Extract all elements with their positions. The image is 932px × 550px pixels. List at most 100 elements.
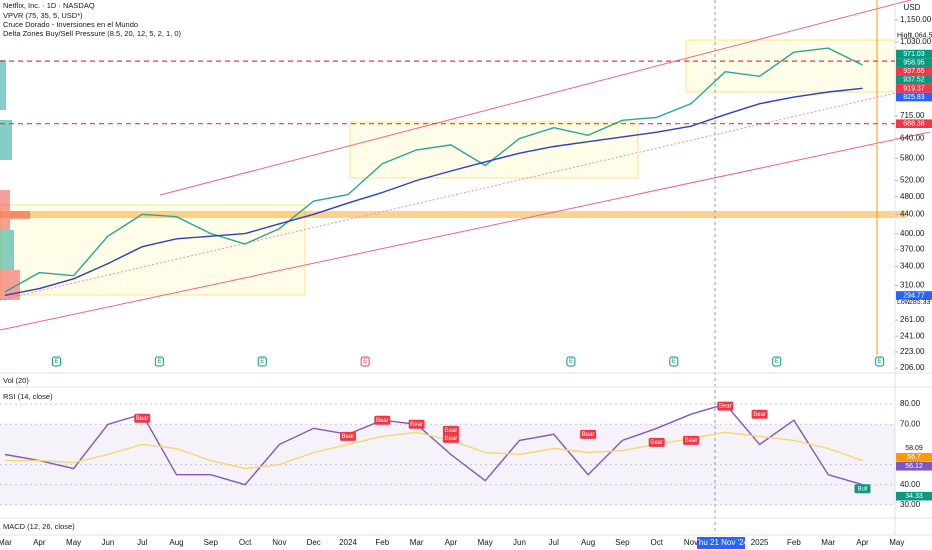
crosshair-date-bg: [697, 537, 745, 549]
divergence-label: Bear: [342, 434, 355, 440]
price-tag-label: 294.77: [903, 292, 925, 299]
low-value: 285.33: [909, 299, 931, 306]
earnings-label: E: [775, 359, 779, 365]
y-tick-label: 30.00: [900, 500, 921, 509]
divergence-tag: [408, 419, 425, 429]
earnings-marker: [669, 356, 679, 367]
y-tick-label: 1,150.00: [900, 15, 932, 24]
panel-label: RSI (14, close): [3, 392, 53, 401]
earnings-label: E: [260, 359, 264, 365]
price-tag-label: 825.83: [903, 94, 925, 101]
price-tag-label: 937.65: [903, 68, 925, 75]
x-tick-label: Mar: [0, 538, 12, 547]
earnings-label: E: [878, 359, 882, 365]
x-tick-label: Oct: [239, 538, 252, 547]
divergence-label: Bear: [685, 438, 698, 444]
y-tick-label: 241.00: [900, 331, 925, 340]
indicator-label: VPVR (75, 35, 5, USD*): [3, 11, 83, 20]
x-tick-label: Nov: [684, 538, 698, 547]
y-tick-label: 400.00: [900, 229, 925, 238]
divergence-tag: [683, 435, 699, 445]
x-tick-label: Dec: [307, 538, 321, 547]
divergence-label: Bear: [650, 440, 663, 446]
earnings-marker: [566, 356, 576, 367]
divergence-tag: [340, 431, 356, 441]
earnings-label: E: [363, 359, 367, 365]
divergence-label: Bear: [136, 416, 149, 422]
x-tick-label: Jun: [101, 538, 114, 547]
price-tag: [896, 291, 932, 300]
rsi-tag-label: 56.12: [905, 463, 923, 470]
rsi-tag: [896, 443, 932, 453]
y-tick-label: 206.00: [900, 363, 925, 372]
channel-line: [159, 0, 913, 196]
y-tick-label: 580.00: [900, 154, 925, 163]
y-tick-label: 80.00: [900, 399, 921, 408]
divergence-tag: [580, 429, 597, 439]
x-tick-label: 2025: [751, 538, 769, 547]
indicator-label: Delta Zones Buy/Sell Pressure (8.5, 20, …: [3, 29, 182, 38]
x-tick-label: Jun: [513, 538, 526, 547]
divergence-tag: [717, 401, 734, 411]
divergence-tag: [442, 425, 459, 435]
x-tick-label: Sep: [204, 538, 219, 547]
y-tick-label: 480.00: [900, 192, 925, 201]
series-line: [5, 431, 863, 470]
x-tick-label: Aug: [169, 538, 183, 547]
x-tick-label: Apr: [856, 538, 869, 547]
y-tick-label: 640.00: [900, 134, 925, 143]
x-tick-label: Apr: [33, 538, 46, 547]
x-tick-label: Feb: [375, 538, 389, 547]
x-tick-label: Sep: [615, 538, 630, 547]
price-tag: [896, 92, 932, 102]
price-tag: [896, 49, 932, 59]
y-tick-label: 40.00: [900, 480, 921, 489]
divergence-label: Bear: [445, 428, 458, 434]
y-tick-label: 223.00: [900, 347, 925, 356]
earnings-marker: [154, 356, 164, 367]
rsi-tag-label: 34.33: [905, 493, 923, 500]
high-label: High: [897, 32, 912, 39]
high-value: 1,064.50: [909, 32, 932, 39]
x-tick-label: Mar: [821, 538, 835, 547]
crosshair-date: Thu 21 Nov '24: [694, 538, 749, 547]
rsi-tag-label: 56.7: [907, 454, 921, 461]
series-line: [4, 87, 863, 296]
x-tick-label: Mar: [410, 538, 424, 547]
x-tick-label: Jul: [549, 538, 559, 547]
earnings-marker: [360, 356, 370, 367]
earnings-label: E: [157, 359, 161, 365]
earnings-label: E: [672, 359, 676, 365]
divergence-label: Bear: [582, 432, 595, 438]
divergence-tag: [134, 413, 151, 423]
zone: [349, 121, 639, 179]
price-tag-label: 937.52: [903, 77, 925, 84]
earnings-marker: [875, 356, 885, 367]
earnings-label: E: [54, 359, 58, 365]
divergence-tag: [751, 409, 768, 419]
rsi-tag: [896, 452, 932, 462]
divergence-tag: [374, 415, 391, 425]
x-tick-label: Oct: [650, 538, 663, 547]
x-tick-label: Aug: [581, 538, 595, 547]
price-tag-label: 688.36: [903, 121, 925, 128]
earnings-marker: [772, 356, 782, 367]
divergence-label: Bear: [753, 412, 766, 418]
poc-band: [0, 211, 906, 218]
divergence-label: Bull: [857, 486, 867, 492]
divergence-label: Bear: [719, 404, 732, 410]
earnings-marker: [51, 356, 61, 367]
earnings-marker: [257, 356, 267, 367]
price-tag: [896, 66, 932, 76]
price-tag: [896, 119, 932, 129]
price-tag: [896, 75, 932, 85]
divergence-label: Bear: [376, 418, 389, 424]
x-tick-label: Apr: [445, 538, 458, 547]
panel-label: MACD (12, 26, close): [3, 522, 75, 531]
x-tick-label: 2024: [339, 538, 357, 547]
y-tick-label: 440.00: [900, 209, 925, 218]
x-tick-label: Jul: [137, 538, 147, 547]
price-tag-label: 919.37: [903, 85, 925, 92]
y-tick-label: 70.00: [900, 419, 921, 428]
